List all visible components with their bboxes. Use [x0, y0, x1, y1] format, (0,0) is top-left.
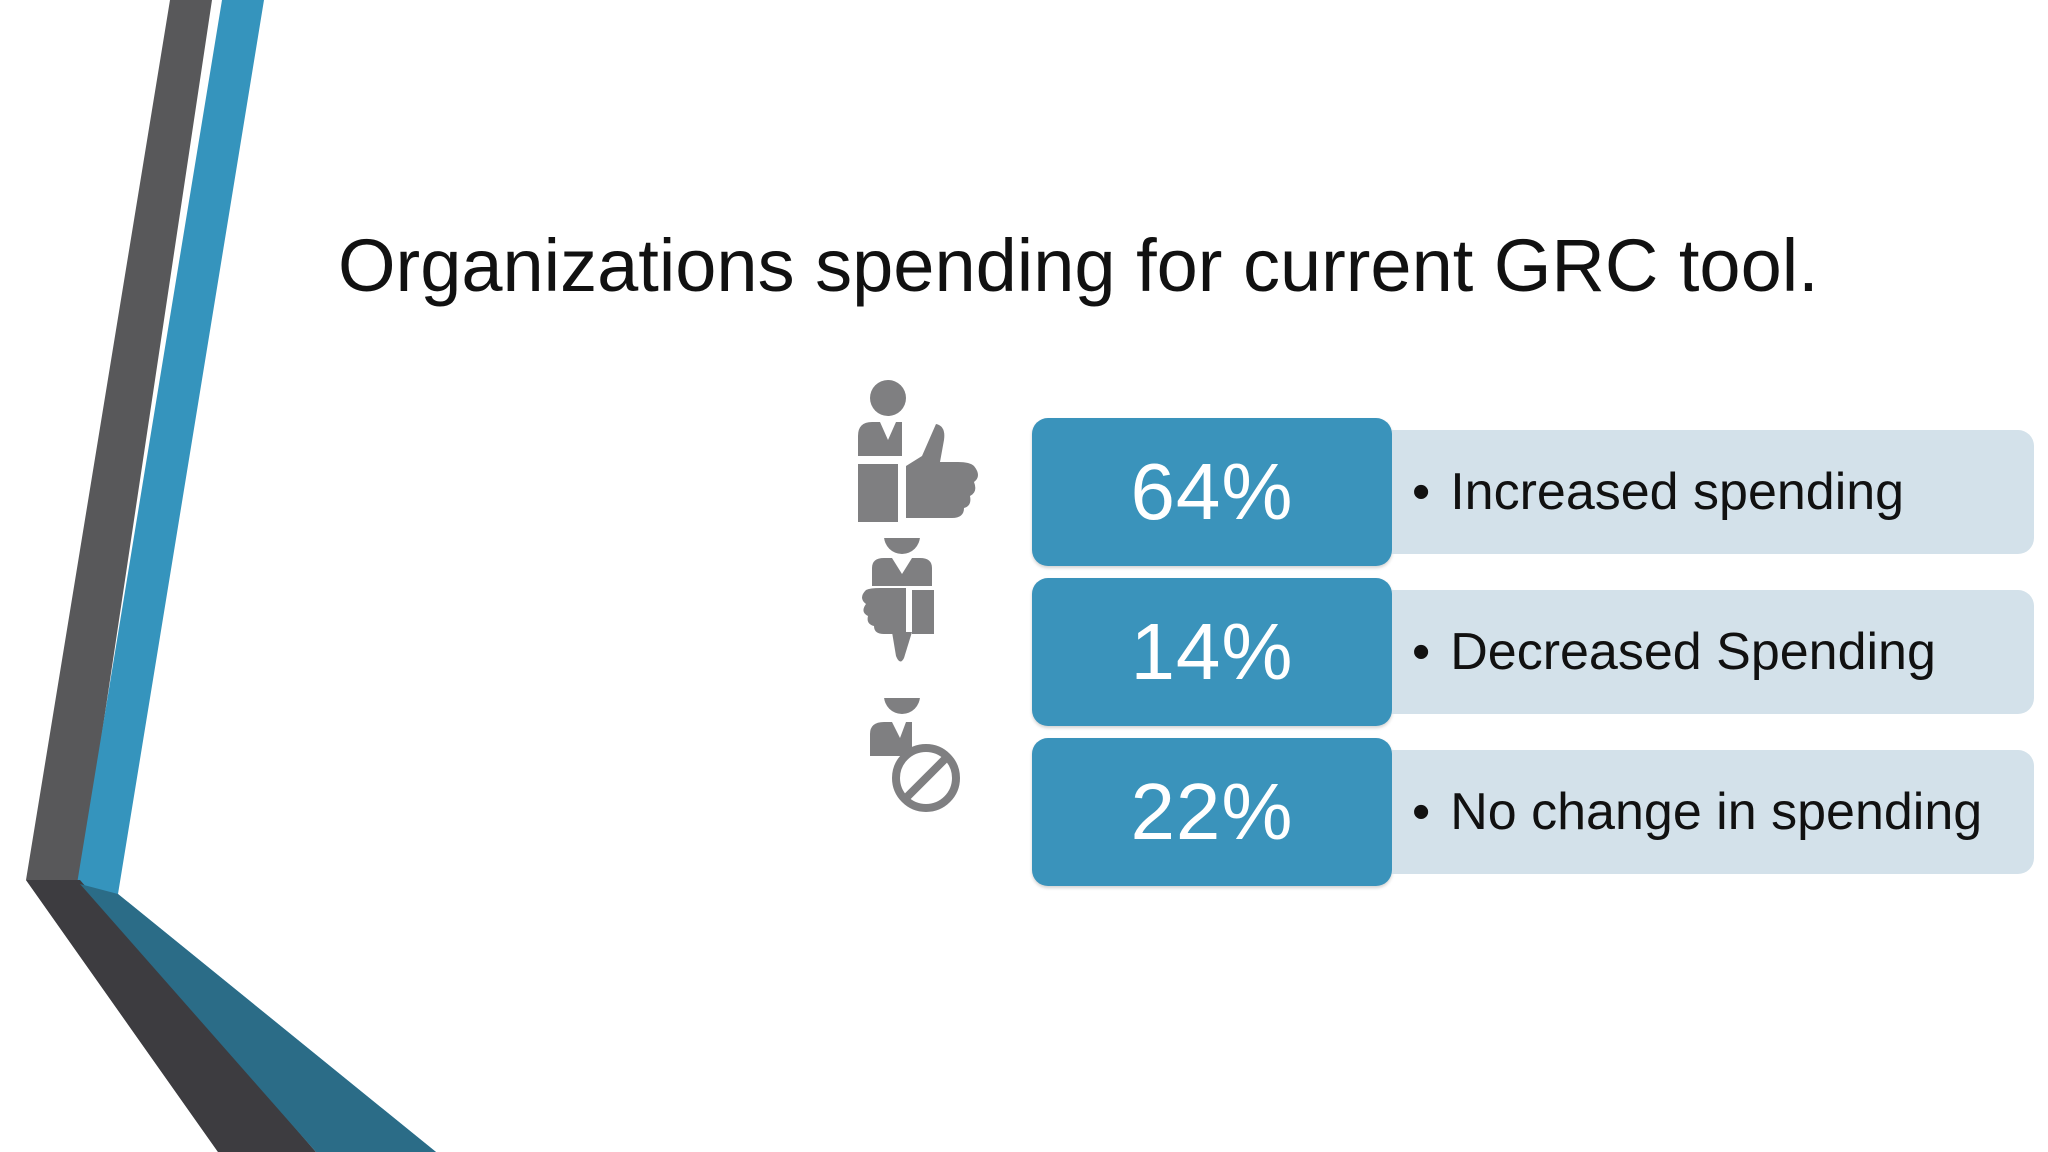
label-box: • No change in spending	[1392, 750, 2034, 874]
stat-row-no-change: 22% • No change in spending	[0, 698, 2048, 888]
percent-value: 64%	[1130, 447, 1294, 536]
person-thumbs-up-icon	[858, 380, 978, 522]
label-box: • Increased spending	[1392, 430, 2034, 554]
bullet-icon: •	[1412, 783, 1431, 841]
stat-label: Increased spending	[1450, 463, 1905, 521]
stat-row-increased: 64% • Increased spending	[0, 380, 2048, 568]
slide-title: Organizations spending for current GRC t…	[338, 224, 1819, 307]
stat-row-decreased: 14% • Decreased Spending	[0, 538, 2048, 728]
percent-value: 22%	[1130, 767, 1294, 856]
person-no-change-icon	[870, 698, 960, 812]
label-box: • Decreased Spending	[1392, 590, 2034, 714]
percent-box: 14%	[1032, 578, 1392, 726]
stat-label: No change in spending	[1450, 783, 1983, 841]
bullet-icon: •	[1412, 463, 1431, 521]
bullet-icon: •	[1412, 623, 1431, 681]
percent-box: 64%	[1032, 418, 1392, 566]
percent-value: 14%	[1130, 607, 1294, 696]
person-thumbs-down-icon	[862, 538, 934, 662]
stat-label: Decreased Spending	[1450, 623, 1936, 681]
percent-box: 22%	[1032, 738, 1392, 886]
